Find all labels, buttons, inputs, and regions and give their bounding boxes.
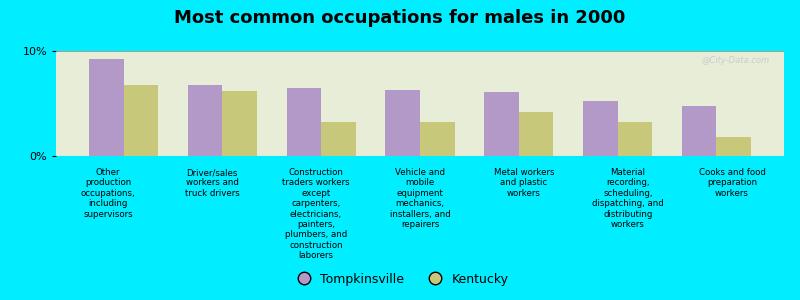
Bar [322, 122, 356, 156]
Text: Metal workers
and plastic
workers: Metal workers and plastic workers [494, 168, 554, 198]
Bar [484, 92, 518, 156]
Text: Most common occupations for males in 2000: Most common occupations for males in 200… [174, 9, 626, 27]
Text: @City-Data.com: @City-Data.com [702, 56, 770, 65]
Text: Vehicle and
mobile
equipment
mechanics,
installers, and
repairers: Vehicle and mobile equipment mechanics, … [390, 168, 450, 229]
Bar [518, 112, 554, 156]
Text: Material
recording,
scheduling,
dispatching, and
distributing
workers: Material recording, scheduling, dispatch… [592, 168, 664, 229]
Text: Cooks and food
preparation
workers: Cooks and food preparation workers [698, 168, 766, 198]
Bar [222, 91, 257, 156]
Bar [682, 106, 716, 156]
Legend: Tompkinsville, Kentucky: Tompkinsville, Kentucky [286, 268, 514, 291]
Text: Construction
traders workers
except
carpenters,
electricians,
painters,
plumbers: Construction traders workers except carp… [282, 168, 350, 260]
Text: Other
production
occupations,
including
supervisors: Other production occupations, including … [81, 168, 135, 219]
Bar [386, 90, 420, 156]
Bar [618, 122, 652, 156]
Text: Driver/sales
workers and
truck drivers: Driver/sales workers and truck drivers [185, 168, 239, 198]
Bar [89, 59, 124, 156]
Bar [188, 85, 222, 156]
Bar [124, 85, 158, 156]
Bar [286, 88, 322, 156]
Bar [583, 101, 618, 156]
Bar [420, 122, 454, 156]
Bar [716, 137, 751, 156]
